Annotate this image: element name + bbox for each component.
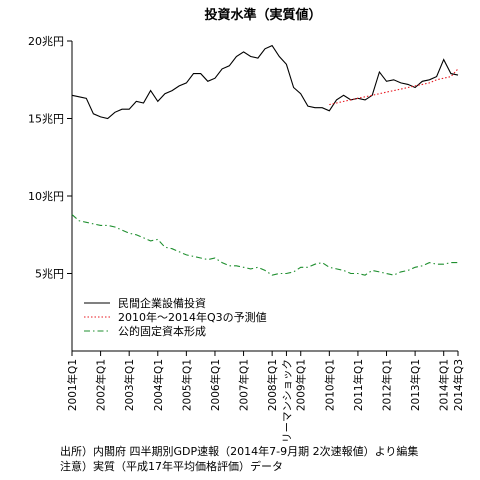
- x-tick-label: 2009年Q1: [295, 359, 308, 411]
- y-tick-label: 15兆円: [28, 113, 64, 126]
- x-axis: 2001年Q1 2002年Q1 2003年Q1 2004年Q1 2005年Q1 2006年…: [66, 350, 465, 443]
- series-lines: [71, 44, 459, 276]
- legend-label: 民間企業設備投資: [118, 296, 206, 310]
- x-tick-label: 2013年Q1: [409, 359, 422, 411]
- x-tick-label: 2007年Q1: [238, 359, 251, 411]
- x-tick-label: 2005年Q1: [180, 359, 193, 411]
- y-tick-label: 20兆円: [28, 35, 64, 48]
- x-tick-label: 2014年Q1: [438, 359, 451, 411]
- x-tick-label: 2003年Q1: [123, 359, 136, 411]
- x-tick-label: 2008年Q1: [266, 359, 279, 411]
- y-axis: 5兆円 10兆円 15兆円 20兆円: [28, 35, 73, 351]
- legend-label: 公的固定資本形成: [118, 324, 206, 338]
- series-line-0: [71, 44, 459, 120]
- x-tick-label: 2001年Q1: [66, 359, 79, 411]
- legend-label: 2010年～2014年Q3の予測値: [118, 310, 267, 324]
- x-tick-label: 2012年Q1: [381, 359, 394, 411]
- y-tick-label: 10兆円: [28, 190, 64, 203]
- x-tick-label: 2004年Q1: [152, 359, 165, 411]
- x-tick-label: 2006年Q1: [209, 359, 222, 411]
- y-tick-label: 5兆円: [35, 268, 64, 281]
- chart-title: 投資水準（実質値）: [204, 7, 321, 23]
- x-tick-label: リーマンショック: [281, 359, 293, 443]
- x-tick-label: 2014年Q3: [452, 359, 465, 411]
- source-note: 出所）内閣府 四半期別GDP速報（2014年7-9月期 2次速報値）より編集: [60, 444, 418, 458]
- x-tick-label: 2010年Q1: [323, 359, 336, 411]
- x-tick-label: 2002年Q1: [95, 359, 108, 411]
- x-tick-label: 2011年Q1: [352, 359, 365, 411]
- series-line-1: [329, 68, 459, 106]
- data-note: 注意）実質（平成17年平均価格評価）データ: [60, 459, 283, 473]
- series-line-2: [71, 214, 458, 276]
